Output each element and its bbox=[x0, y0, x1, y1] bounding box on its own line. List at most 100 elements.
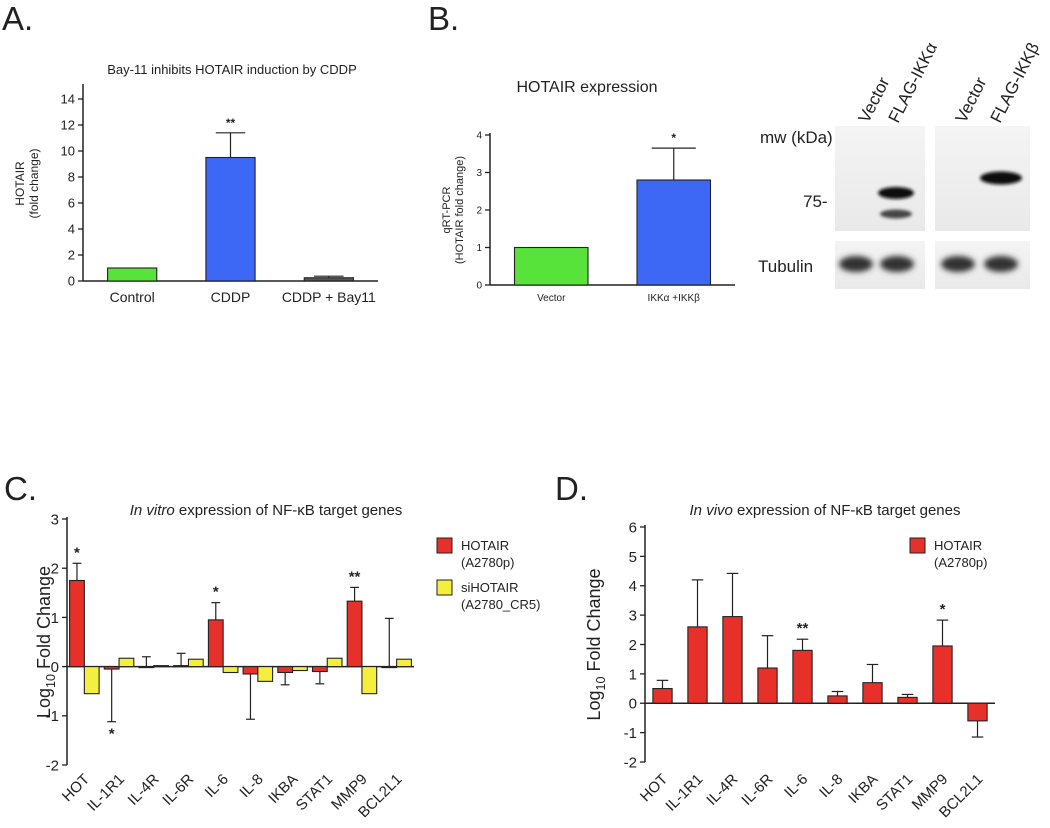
chart-d-ylabel-rest: Fold Change bbox=[584, 568, 604, 676]
chart-a-ylabel-1: (fold change) bbox=[27, 148, 41, 218]
western-blot: Vector FLAG-IKKα Vector FLAG-IKKβ mw (kD… bbox=[758, 39, 1043, 289]
chart-b-ytick-label: 3 bbox=[476, 168, 482, 179]
chart-b-bar-ikk-ikk bbox=[636, 179, 712, 286]
blot-lane-label-vector-2: Vector bbox=[952, 74, 991, 126]
chart-b-ytick-label: 0 bbox=[476, 281, 482, 292]
chart-c-significance-il-6: * bbox=[213, 584, 219, 601]
chart-a-ylabel-0: HOTAIR bbox=[13, 161, 27, 206]
chart-c-title-italic: In vitro bbox=[130, 502, 175, 519]
blot-band-tubulin-4 bbox=[984, 256, 1018, 272]
chart-d-xtick-il-8: IL-8 bbox=[816, 771, 846, 801]
chart-c-bar-il-6-s1 bbox=[222, 666, 239, 674]
chart-c-ylabel: Log10 Fold Change bbox=[34, 566, 58, 718]
chart-b-ylabel-0: qRT-PCR bbox=[441, 187, 453, 234]
chart-d-bar-hot bbox=[652, 688, 673, 704]
chart-c-ytick-label: -1 bbox=[46, 708, 59, 725]
chart-d-xtick-il-4r: IL-4R bbox=[703, 771, 741, 809]
chart-c-bar-il-4r-s1 bbox=[153, 665, 170, 668]
chart-d-legend-label-hotair: HOTAIR bbox=[934, 538, 982, 553]
chart-d-bar-mmp9 bbox=[932, 645, 953, 704]
chart-d-bar-il-4r bbox=[722, 616, 743, 704]
chart-d-legend-swatch-hotair bbox=[909, 537, 926, 554]
blot-band-flag-ikkb bbox=[980, 171, 1022, 185]
chart-c-significance-mmp9: ** bbox=[349, 568, 361, 585]
chart-c-xtick-il-4r: IL-4R bbox=[125, 771, 163, 809]
blot-tubulin-label: Tubulin bbox=[758, 257, 813, 276]
chart-a-ytick-label: 4 bbox=[68, 222, 75, 237]
chart-c-bar-il-8-s0 bbox=[242, 666, 259, 675]
chart-a-ytick-label: 0 bbox=[68, 274, 75, 289]
chart-c-ylabel-sub: 10 bbox=[44, 674, 58, 688]
blot-band-ikka-lower bbox=[880, 209, 912, 219]
chart-c-bar-mmp9-s1 bbox=[361, 666, 378, 695]
chart-c-bar-hot-s0 bbox=[69, 579, 85, 668]
chart-a-ytick-label: 6 bbox=[68, 196, 75, 211]
chart-c-ytick-label: -2 bbox=[46, 757, 59, 774]
chart-c-legend-sub-hotair: (A2780p) bbox=[461, 555, 514, 570]
chart-d-title-rest: expression of NF-κB target genes bbox=[733, 502, 961, 519]
chart-d-xtick-stat1: STAT1 bbox=[873, 771, 916, 814]
chart-a-ytick-label: 2 bbox=[68, 248, 75, 263]
chart-d-xtick-il-6: IL-6 bbox=[781, 771, 811, 801]
chart-d-ytick-label: -1 bbox=[624, 725, 637, 742]
chart-b-significance-ikk-ikk: * bbox=[671, 131, 676, 145]
chart-a-significance-cddp: ** bbox=[226, 116, 236, 130]
chart-c-xtick-il-8: IL-8 bbox=[236, 771, 266, 801]
chart-b-xtick-vector: Vector bbox=[537, 293, 566, 304]
chart-a-ytick-label: 8 bbox=[68, 170, 75, 185]
chart-d-ytick-label: 4 bbox=[629, 578, 637, 595]
chart-b-hotair-expression: HOTAIR expression qRT-PCR (HOTAIR fold cha… bbox=[441, 79, 735, 304]
chart-c-bar-mmp9-s0 bbox=[346, 600, 363, 668]
chart-c-legend-sub-sihotair: (A2780_CR5) bbox=[461, 597, 541, 612]
chart-c-bar-hot-s1 bbox=[83, 666, 100, 695]
chart-a-xtick-cddp: CDDP bbox=[211, 289, 251, 305]
chart-d-bar-stat1 bbox=[897, 696, 918, 704]
chart-c-xtick-stat1: STAT1 bbox=[293, 771, 336, 814]
blot-lane-label-flag-ikka: FLAG-IKKα bbox=[885, 39, 942, 126]
chart-a-ytick-label: 14 bbox=[61, 92, 75, 107]
chart-c-significance-il-1r1: * bbox=[109, 726, 115, 743]
chart-a-hotair-bay11: Bay-11 inhibits HOTAIR induction by CDDP… bbox=[13, 62, 378, 305]
chart-b-ytick-label: 4 bbox=[476, 131, 482, 142]
chart-d-bar-il-6r bbox=[757, 667, 778, 704]
chart-d-xtick-il-6r: IL-6R bbox=[738, 771, 776, 809]
chart-c-in-vitro-nfkb: In vitro expression of NF-κB target gene… bbox=[34, 502, 541, 821]
chart-d-ytick-label: 6 bbox=[629, 519, 637, 536]
blot-band-tubulin-3 bbox=[941, 256, 975, 272]
chart-c-legend-swatch-sihotair bbox=[436, 579, 453, 596]
blot-mw-label: mw (kDa) bbox=[760, 128, 833, 147]
panel-label-d: D. bbox=[555, 470, 588, 507]
chart-d-title: In vivo expression of NF-κB target genes bbox=[690, 502, 961, 519]
chart-c-bar-bcl2l1-s0 bbox=[381, 666, 398, 669]
chart-b-title: HOTAIR expression bbox=[516, 79, 657, 96]
chart-c-title: In vitro expression of NF-κB target gene… bbox=[130, 502, 403, 519]
blot-membrane-ikka bbox=[835, 126, 925, 231]
chart-c-bar-il-1r1-s1 bbox=[118, 657, 135, 668]
chart-a-xtick-control: Control bbox=[110, 289, 155, 305]
chart-d-ytick-label: 2 bbox=[629, 637, 637, 654]
chart-c-ytick-label: 1 bbox=[51, 610, 59, 627]
chart-c-ylabel-rest: Fold Change bbox=[34, 566, 54, 674]
chart-c-bar-ikba-s1 bbox=[291, 666, 308, 672]
chart-c-bar-il-6r-s1 bbox=[187, 658, 204, 668]
chart-c-ytick-label: 2 bbox=[51, 561, 59, 578]
chart-d-title-italic: In vivo bbox=[690, 502, 733, 519]
chart-c-bar-bcl2l1-s1 bbox=[396, 658, 412, 668]
panel-label-a: A. bbox=[2, 0, 33, 37]
chart-c-title-rest: expression of NF-κB target genes bbox=[175, 502, 403, 519]
chart-d-ylabel: Log10 Fold Change bbox=[584, 568, 608, 720]
chart-a-bar-control bbox=[107, 267, 158, 282]
chart-d-significance-il-6: ** bbox=[797, 620, 809, 637]
chart-d-ytick-label: 3 bbox=[629, 608, 637, 625]
chart-b-xtick-ikk-ikk: IKKα +IKKβ bbox=[648, 293, 701, 304]
chart-c-xtick-il-6r: IL-6R bbox=[159, 771, 197, 809]
chart-c-bar-il-1r1-s0 bbox=[103, 666, 120, 670]
chart-b-ylabel-1: (HOTAIR fold change) bbox=[454, 156, 466, 264]
chart-a-bar-cddp-bay11 bbox=[303, 277, 354, 282]
chart-d-ytick-label: 5 bbox=[629, 549, 637, 566]
chart-c-legend-label-sihotair: siHOTAIR bbox=[461, 580, 519, 595]
blot-band-flag-ikka bbox=[878, 187, 914, 199]
chart-c-bar-il-4r-s0 bbox=[138, 666, 155, 669]
blot-band-tubulin-2 bbox=[880, 256, 914, 272]
